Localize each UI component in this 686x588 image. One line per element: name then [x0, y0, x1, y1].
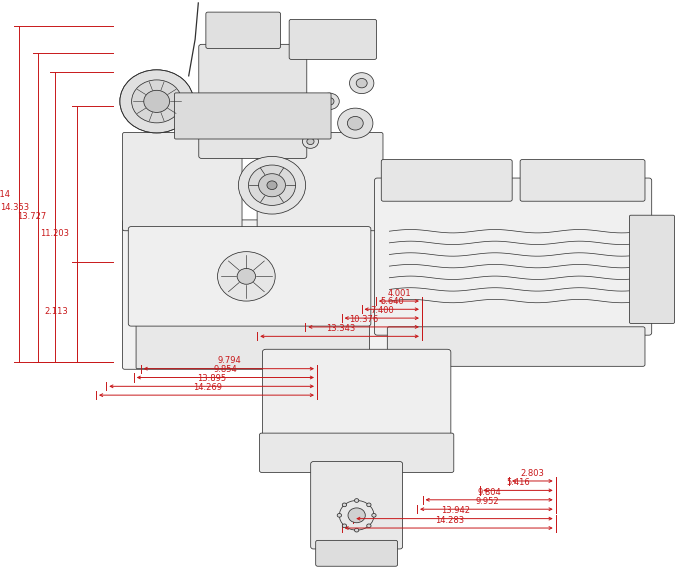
Circle shape	[355, 528, 359, 532]
Text: 13.895: 13.895	[198, 374, 226, 383]
Text: 9.794: 9.794	[217, 356, 241, 365]
FancyBboxPatch shape	[316, 540, 398, 566]
Circle shape	[348, 508, 365, 523]
Circle shape	[303, 135, 318, 148]
FancyBboxPatch shape	[520, 159, 645, 201]
Circle shape	[342, 503, 346, 507]
FancyBboxPatch shape	[123, 220, 390, 369]
Text: 10.376: 10.376	[349, 315, 378, 323]
FancyBboxPatch shape	[311, 462, 403, 549]
Text: 14.353: 14.353	[1, 203, 29, 212]
FancyBboxPatch shape	[174, 93, 331, 139]
FancyBboxPatch shape	[259, 433, 454, 472]
Text: 16.414: 16.414	[0, 189, 10, 199]
FancyBboxPatch shape	[199, 44, 307, 158]
Text: 9.854: 9.854	[214, 365, 237, 374]
FancyBboxPatch shape	[136, 323, 370, 369]
Circle shape	[307, 138, 314, 145]
FancyBboxPatch shape	[128, 226, 371, 326]
Circle shape	[355, 499, 359, 502]
Circle shape	[248, 165, 296, 205]
Circle shape	[144, 91, 169, 112]
Text: 7.400: 7.400	[370, 306, 394, 315]
Circle shape	[338, 513, 342, 517]
Circle shape	[342, 524, 346, 527]
Circle shape	[325, 98, 334, 105]
Text: 4.001: 4.001	[388, 289, 411, 298]
Text: 2.803: 2.803	[521, 469, 544, 477]
Circle shape	[132, 80, 182, 123]
Text: 5.640: 5.640	[381, 297, 404, 306]
Circle shape	[367, 524, 371, 527]
Text: 9.804: 9.804	[478, 487, 501, 496]
Circle shape	[372, 513, 376, 517]
Circle shape	[350, 73, 374, 93]
Circle shape	[356, 78, 367, 88]
Text: 5.416: 5.416	[507, 478, 530, 487]
FancyBboxPatch shape	[123, 132, 242, 230]
Text: 11.203: 11.203	[40, 229, 69, 238]
FancyBboxPatch shape	[630, 215, 674, 323]
FancyBboxPatch shape	[263, 349, 451, 445]
Text: 9.952: 9.952	[475, 497, 499, 506]
Circle shape	[267, 181, 277, 189]
Circle shape	[347, 116, 363, 130]
Circle shape	[367, 503, 371, 507]
Text: 13.942: 13.942	[441, 506, 470, 515]
FancyBboxPatch shape	[388, 327, 645, 366]
Circle shape	[259, 173, 285, 197]
Text: 14.269: 14.269	[193, 383, 222, 392]
Circle shape	[237, 269, 256, 284]
Circle shape	[120, 70, 193, 133]
Circle shape	[338, 108, 373, 138]
Circle shape	[217, 252, 275, 301]
Text: 2.113: 2.113	[45, 307, 69, 316]
FancyBboxPatch shape	[257, 132, 383, 230]
FancyBboxPatch shape	[375, 178, 652, 335]
Text: 14.283: 14.283	[436, 516, 464, 524]
Circle shape	[238, 156, 306, 214]
Circle shape	[320, 93, 340, 109]
FancyBboxPatch shape	[206, 12, 281, 48]
Text: 13.727: 13.727	[17, 212, 47, 221]
FancyBboxPatch shape	[381, 159, 512, 201]
Text: 13.343: 13.343	[326, 324, 355, 333]
FancyBboxPatch shape	[289, 19, 377, 59]
